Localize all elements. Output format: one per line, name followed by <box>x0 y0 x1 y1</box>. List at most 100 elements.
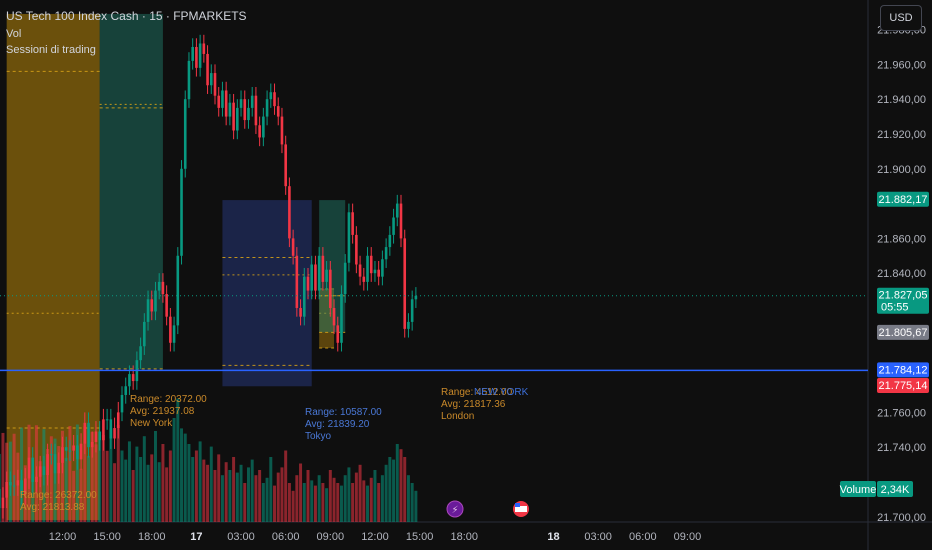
volume-bar <box>377 483 381 522</box>
volume-bar <box>120 450 124 522</box>
candle-body <box>180 168 183 256</box>
volume-bar <box>172 418 176 522</box>
volume-bar <box>321 483 325 522</box>
us-flag-canton <box>515 503 520 507</box>
candle-body <box>392 217 395 235</box>
candle-body <box>284 144 287 187</box>
x-tick-label: 09:00 <box>317 531 345 543</box>
volume-bar <box>224 462 228 522</box>
volume-bar <box>187 444 191 522</box>
candle-body <box>351 212 354 235</box>
volume-bar <box>243 483 247 522</box>
volume-tag-box <box>840 481 876 497</box>
x-tick-label: 15:00 <box>93 531 121 543</box>
candle-body <box>146 299 150 322</box>
candle-body <box>20 480 23 495</box>
session-avg-label: Avg: 21813.88 <box>20 502 85 513</box>
volume-bar <box>254 475 258 522</box>
session-name-label: New York <box>130 418 173 429</box>
volume-bar <box>239 464 243 522</box>
price-label-box <box>877 324 929 340</box>
volume-bar <box>46 448 50 522</box>
candle-body <box>202 43 206 54</box>
price-label-box <box>877 191 929 207</box>
x-tick-label: 09:00 <box>674 531 702 543</box>
candle-body <box>191 46 194 61</box>
candle-body <box>72 445 75 451</box>
candle-body <box>273 92 276 107</box>
volume-bar <box>392 459 396 522</box>
candle-body <box>53 454 57 474</box>
volume-bar <box>406 475 410 522</box>
volume-bar <box>347 467 351 522</box>
y-tick-label: 21.900,00 <box>877 164 926 176</box>
volume-bar <box>366 485 370 522</box>
volume-bar <box>72 470 76 522</box>
candle-body <box>247 107 250 121</box>
y-tick-label: 21.740,00 <box>877 442 926 454</box>
candle-body <box>16 480 20 486</box>
candle-body <box>31 457 35 482</box>
x-tick-label: 18:00 <box>138 531 166 543</box>
volume-bar <box>176 398 180 522</box>
candle-body <box>377 269 380 277</box>
x-tick-label: 06:00 <box>272 531 300 543</box>
candle-body <box>105 419 109 421</box>
candle-body <box>206 53 209 86</box>
volume-bar <box>165 467 169 522</box>
volume-bar <box>388 457 392 522</box>
candle-body <box>302 276 306 317</box>
volume-bar <box>265 477 269 522</box>
session-range-label: Range: 26372.00 <box>20 490 97 501</box>
volume-bar <box>124 459 128 522</box>
volume-bar <box>403 457 407 522</box>
x-tick-label: 03:00 <box>227 531 255 543</box>
indicator-sessions-label[interactable]: Sessioni di trading <box>6 44 96 56</box>
volume-bar <box>306 470 310 522</box>
candle-body <box>265 99 269 117</box>
volume-bar <box>261 483 265 522</box>
candle-body <box>169 316 172 343</box>
volume-bar <box>284 450 288 522</box>
volume-bar <box>87 455 91 522</box>
candle-body <box>407 321 410 329</box>
volume-bar <box>198 441 202 522</box>
symbol-title[interactable]: US Tech 100 Index Cash · 15 · FPMARKETS <box>6 9 247 23</box>
candle-body <box>280 116 284 145</box>
volume-bar <box>235 472 239 522</box>
candle-body <box>299 307 302 317</box>
candle-body <box>366 255 369 282</box>
candle-body <box>5 481 8 498</box>
candle-body <box>362 276 366 282</box>
volume-bar <box>380 475 384 522</box>
candle-body <box>288 186 291 239</box>
currency-button[interactable]: USD <box>880 5 922 31</box>
volume-bar <box>142 436 146 522</box>
candle-body <box>236 107 239 131</box>
price-label: 21.827,05 <box>879 290 928 302</box>
event-lightning-icon[interactable] <box>446 500 464 518</box>
volume-value-box <box>877 481 913 497</box>
price-scale[interactable] <box>868 0 932 550</box>
volume-bar <box>328 470 332 522</box>
session-range-label: Range: 20372.00 <box>130 394 207 405</box>
volume-bar <box>250 459 254 522</box>
volume-bar <box>38 461 42 522</box>
x-tick-label: 18 <box>547 531 559 543</box>
candle-body <box>262 116 265 138</box>
candle-body <box>336 325 340 343</box>
candle-body <box>12 485 16 487</box>
indicator-volume-label[interactable]: Vol <box>6 28 22 40</box>
candle-body <box>317 255 321 291</box>
candle-body <box>124 386 128 395</box>
price-label: 21.775,14 <box>879 380 928 392</box>
volume-bar <box>343 475 347 522</box>
candle-body <box>102 419 105 441</box>
candle-body <box>1 497 5 509</box>
candle-body <box>94 431 98 442</box>
price-label-box <box>877 378 929 394</box>
candle-body <box>306 276 310 291</box>
volume-bar <box>194 450 198 522</box>
volume-bar <box>213 470 217 522</box>
